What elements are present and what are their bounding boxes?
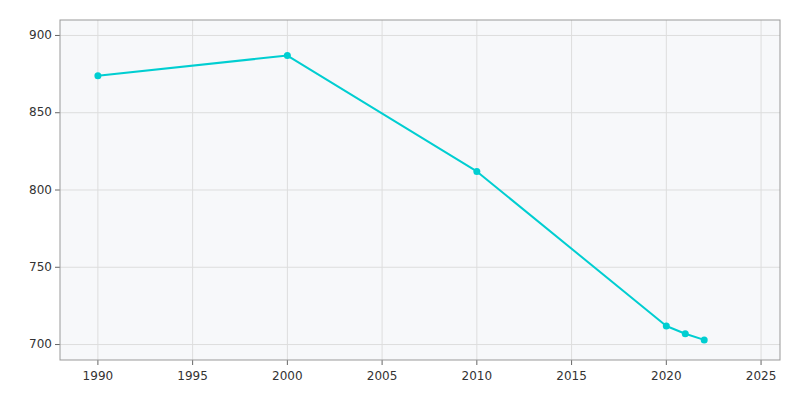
line bbox=[98, 56, 704, 340]
point bbox=[94, 72, 101, 79]
tick-mark bbox=[55, 267, 60, 268]
grid-line bbox=[571, 20, 572, 360]
tick-mark bbox=[55, 112, 60, 113]
tick-label: 2025 bbox=[746, 369, 777, 383]
tick-label: 850 bbox=[29, 105, 52, 119]
tick-label: 1990 bbox=[83, 369, 114, 383]
point bbox=[473, 168, 480, 175]
point bbox=[663, 323, 670, 330]
grid-line bbox=[60, 267, 780, 268]
tick-mark bbox=[476, 360, 477, 365]
axes: 700 750 800 850 900 1990 1995 2000 2005 2010 2015 2… bbox=[29, 28, 776, 383]
tick-label: 2020 bbox=[651, 369, 682, 383]
tick-mark bbox=[666, 360, 667, 365]
grid-line bbox=[382, 20, 383, 360]
tick-mark bbox=[571, 360, 572, 365]
grid-line bbox=[287, 20, 288, 360]
grid-line bbox=[60, 35, 780, 36]
tick-label: 1995 bbox=[177, 369, 208, 383]
tick-mark bbox=[55, 344, 60, 345]
tick-mark bbox=[287, 360, 288, 365]
series bbox=[94, 52, 707, 343]
tick-label: 900 bbox=[29, 28, 52, 42]
tick-label: 2010 bbox=[462, 369, 493, 383]
grid bbox=[60, 20, 780, 360]
tick-label: 2005 bbox=[367, 369, 398, 383]
grid-line bbox=[761, 20, 762, 360]
tick-mark bbox=[55, 35, 60, 36]
grid-line bbox=[60, 112, 780, 113]
point bbox=[284, 52, 291, 59]
tick-mark bbox=[382, 360, 383, 365]
point bbox=[701, 336, 708, 343]
grid-line bbox=[60, 344, 780, 345]
grid-line bbox=[666, 20, 667, 360]
tick-label: 750 bbox=[29, 260, 52, 274]
tick-label: 800 bbox=[29, 183, 52, 197]
tick-label: 700 bbox=[29, 337, 52, 351]
chart-container: 700 750 800 850 900 1990 1995 2000 2005 2010 2015 2… bbox=[0, 0, 800, 400]
tick-mark bbox=[55, 190, 60, 191]
chart: 700 750 800 850 900 1990 1995 2000 2005 2010 2015 2… bbox=[0, 0, 800, 400]
plot-background bbox=[60, 20, 780, 360]
grid-line bbox=[97, 20, 98, 360]
tick-label: 2015 bbox=[556, 369, 587, 383]
grid-line bbox=[192, 20, 193, 360]
tick-label: 2000 bbox=[272, 369, 303, 383]
tick-mark bbox=[97, 360, 98, 365]
grid-line bbox=[60, 190, 780, 191]
tick-mark bbox=[761, 360, 762, 365]
grid-line bbox=[476, 20, 477, 360]
point bbox=[682, 330, 689, 337]
tick-mark bbox=[192, 360, 193, 365]
plot-frame bbox=[60, 20, 780, 360]
